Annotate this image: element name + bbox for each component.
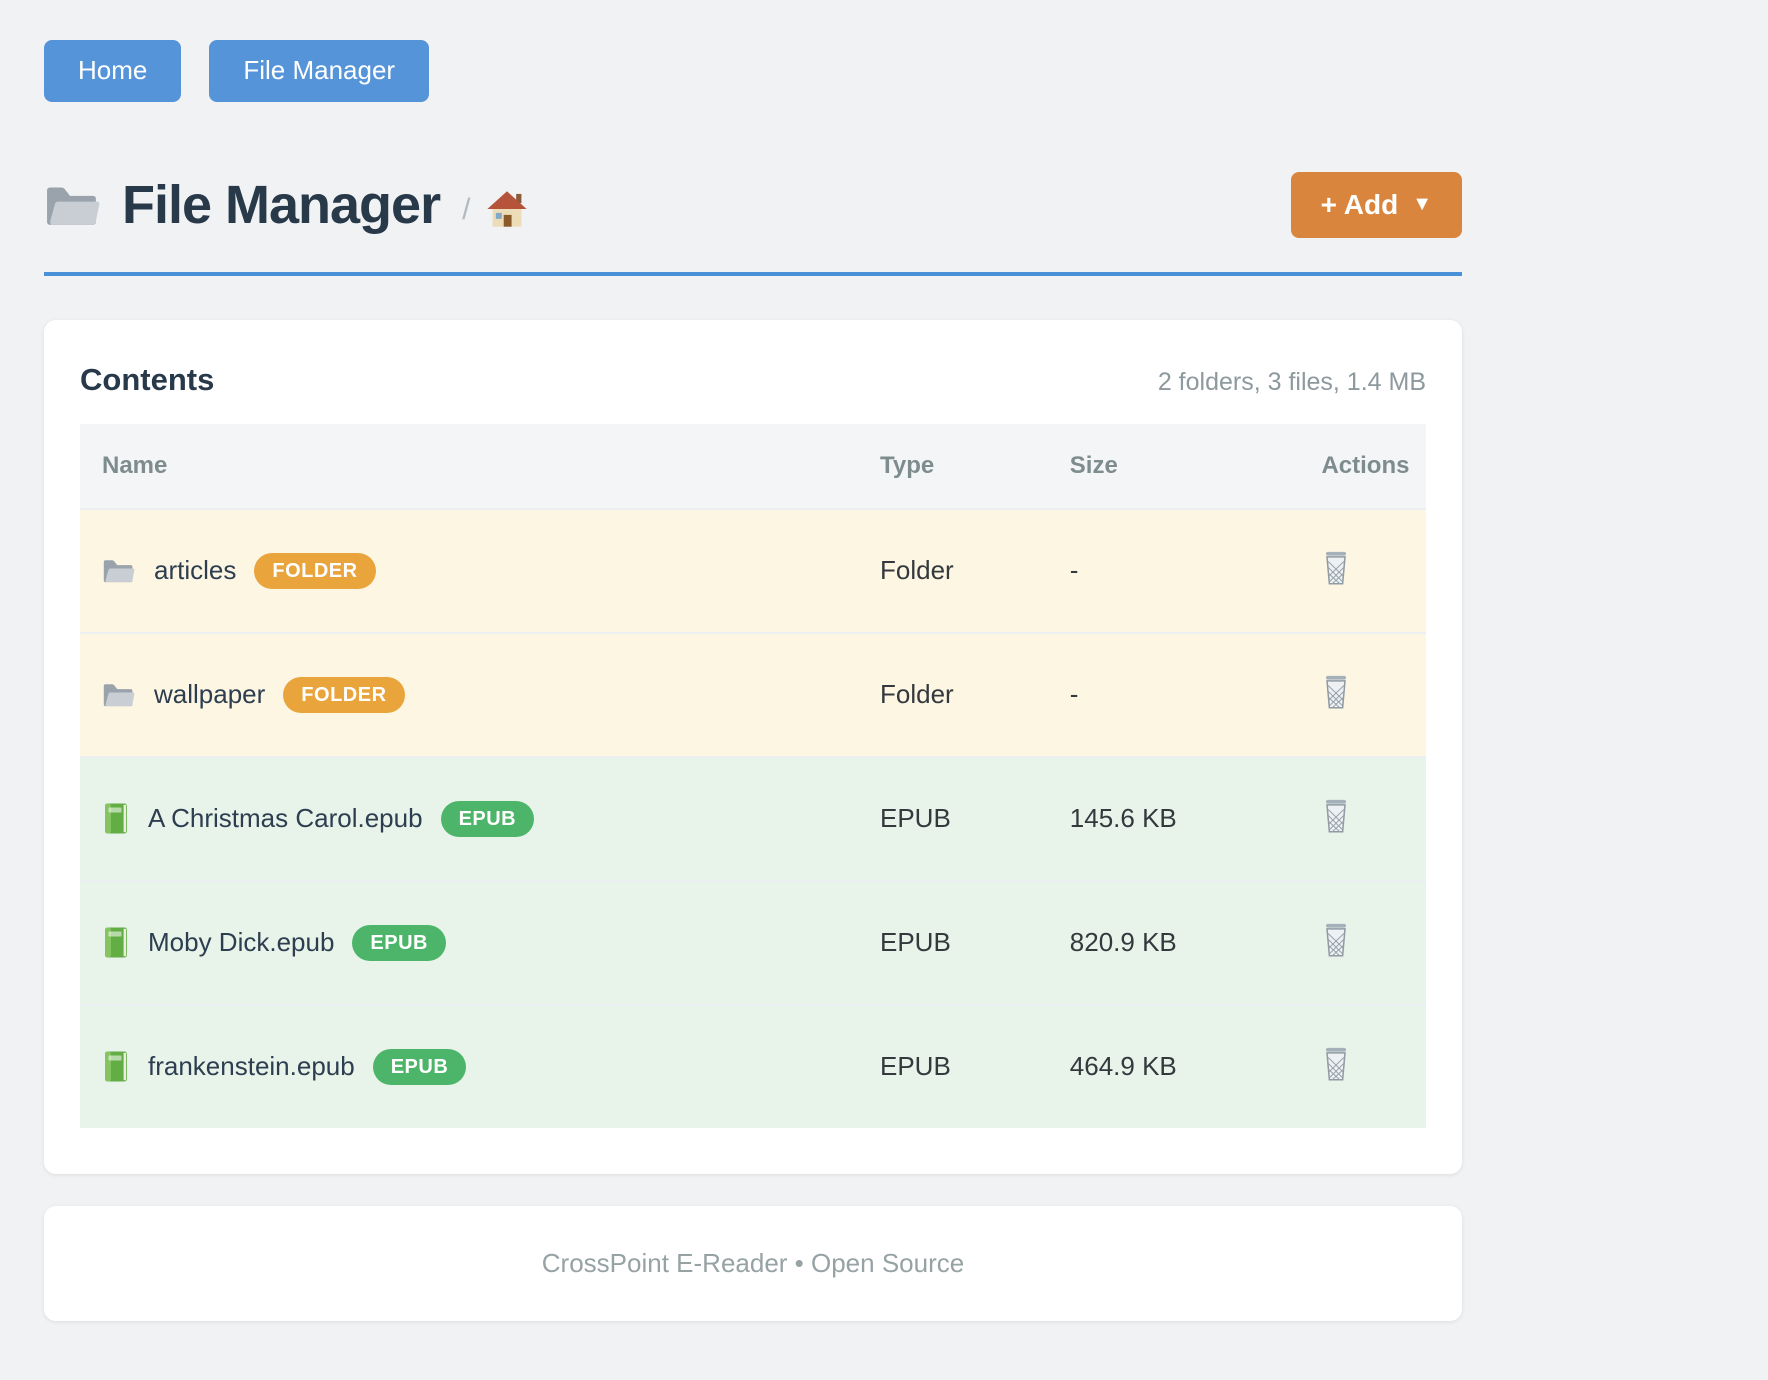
trash-icon <box>1321 798 1351 836</box>
page-title-group: File Manager / <box>44 174 528 236</box>
book-icon <box>102 926 130 959</box>
page-title: File Manager <box>122 174 441 235</box>
table-header-row: Name Type Size Actions <box>80 423 1426 509</box>
contents-card-header: Contents 2 folders, 3 files, 1.4 MB <box>80 362 1426 398</box>
trash-icon <box>1321 674 1351 712</box>
top-navigation: Home File Manager <box>44 0 1462 102</box>
file-size: - <box>1047 631 1300 757</box>
column-header-name: Name <box>80 423 858 509</box>
table-row[interactable]: Moby Dick.epub EPUB EPUB 820.9 KB <box>80 879 1426 1005</box>
footer: CrossPoint E-Reader • Open Source <box>44 1205 1462 1321</box>
file-size: - <box>1047 507 1300 633</box>
file-name-link[interactable]: A Christmas Carol.epub <box>148 803 423 834</box>
folder-icon <box>44 181 102 229</box>
folder-badge: FOLDER <box>254 552 376 589</box>
file-size: 820.9 KB <box>1047 879 1300 1005</box>
file-type: EPUB <box>858 879 1048 1005</box>
folder-icon <box>102 681 136 708</box>
file-size: 145.6 KB <box>1047 755 1300 881</box>
chevron-down-icon: ▼ <box>1412 193 1432 216</box>
file-type: EPUB <box>858 755 1048 881</box>
book-icon <box>102 802 130 835</box>
table-row[interactable]: frankenstein.epub EPUB EPUB 464.9 KB <box>80 1003 1426 1128</box>
file-size: 464.9 KB <box>1047 1003 1300 1128</box>
contents-summary: 2 folders, 3 files, 1.4 MB <box>1157 367 1426 396</box>
epub-badge: EPUB <box>440 800 535 837</box>
table-row[interactable]: A Christmas Carol.epub EPUB EPUB 145.6 K… <box>80 755 1426 881</box>
trash-icon <box>1321 550 1351 588</box>
add-button-label: + Add <box>1320 188 1399 220</box>
house-icon[interactable] <box>486 190 528 228</box>
accent-divider <box>44 271 1462 276</box>
file-name-link[interactable]: frankenstein.epub <box>148 1051 355 1082</box>
folder-badge: FOLDER <box>283 676 405 713</box>
delete-button[interactable] <box>1321 1046 1351 1084</box>
page-container: Home File Manager File Manager / + Add ▼… <box>44 0 1462 1321</box>
footer-text: CrossPoint E-Reader • Open Source <box>541 1247 965 1278</box>
delete-button[interactable] <box>1321 798 1351 836</box>
trash-icon <box>1321 922 1351 960</box>
column-header-size: Size <box>1047 423 1300 509</box>
column-header-actions: Actions <box>1299 423 1426 509</box>
file-manager-nav-button[interactable]: File Manager <box>209 40 430 102</box>
file-name-link[interactable]: Moby Dick.epub <box>148 927 335 958</box>
book-icon <box>102 1050 130 1083</box>
table-row[interactable]: articles FOLDER Folder - <box>80 507 1426 633</box>
delete-button[interactable] <box>1321 674 1351 712</box>
breadcrumb-separator: / <box>462 192 471 226</box>
file-type: EPUB <box>858 1003 1048 1128</box>
page-header: File Manager / + Add ▼ <box>44 171 1462 238</box>
epub-badge: EPUB <box>352 924 446 961</box>
add-button[interactable]: + Add ▼ <box>1290 171 1462 238</box>
contents-card: Contents 2 folders, 3 files, 1.4 MB Name… <box>44 319 1462 1174</box>
trash-icon <box>1321 1046 1351 1084</box>
epub-badge: EPUB <box>372 1048 467 1085</box>
column-header-type: Type <box>858 423 1048 509</box>
file-name-link[interactable]: articles <box>154 555 237 586</box>
file-type: Folder <box>858 507 1048 633</box>
delete-button[interactable] <box>1321 550 1351 588</box>
file-table: Name Type Size Actions articles FOLDER F… <box>80 423 1426 1128</box>
contents-title: Contents <box>80 361 215 397</box>
file-name-link[interactable]: wallpaper <box>154 679 266 710</box>
delete-button[interactable] <box>1321 922 1351 960</box>
home-nav-button[interactable]: Home <box>44 40 182 102</box>
table-row[interactable]: wallpaper FOLDER Folder - <box>80 631 1426 757</box>
folder-icon <box>102 557 136 584</box>
file-type: Folder <box>858 631 1048 757</box>
